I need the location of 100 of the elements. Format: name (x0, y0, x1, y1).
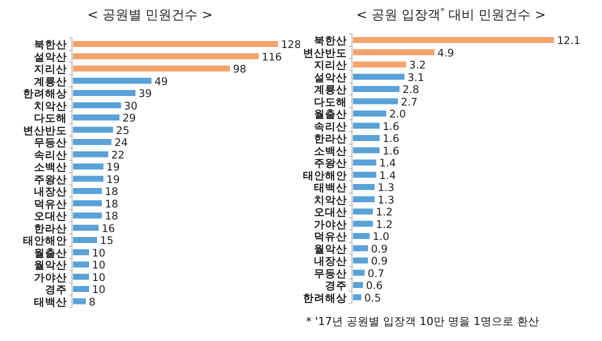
y-tick-label: 경주 (325, 280, 347, 292)
bar (73, 114, 120, 120)
y-tick-label: 한려해상 (23, 88, 67, 100)
data-label: 19 (106, 162, 120, 174)
bar (73, 200, 102, 206)
y-tick-label: 속리산 (34, 149, 67, 162)
data-label: 29 (122, 112, 136, 124)
chart-title: < 공원 입장객$^{*}$ 대비 민원건수 > (355, 6, 547, 24)
y-tick-label: 계룡산 (314, 84, 347, 96)
bar (73, 212, 102, 218)
bar (353, 160, 376, 166)
bar (353, 172, 376, 178)
y-tick-label: 지리산 (33, 64, 67, 76)
y-tick-label: 태백산 (314, 182, 347, 194)
y-tick-label: 덕유산 (314, 231, 347, 243)
bar (353, 270, 365, 276)
data-label: 2.0 (389, 108, 406, 120)
y-tick-label: 다도해 (314, 96, 347, 108)
data-label: 18 (104, 210, 118, 222)
bar (73, 102, 122, 108)
bar (73, 237, 98, 243)
text: * '17년 공원별 입장객 10만 명을 1명으로 환산 (306, 314, 539, 329)
data-label: 98 (232, 64, 246, 76)
y-tick-label: 북한산 (34, 39, 67, 51)
data-label: 18 (104, 198, 118, 210)
y-tick-label: 변산반도 (303, 47, 347, 60)
y-tick-label: 월출산 (34, 247, 67, 260)
data-label: 3.1 (407, 72, 424, 84)
bar (353, 147, 380, 154)
data-label: 116 (262, 51, 282, 64)
data-label: 22 (111, 149, 125, 162)
bar (353, 49, 434, 56)
y-tick-label: 설악산 (313, 72, 347, 84)
y-tick-label: 북한산 (314, 35, 347, 47)
data-label: 1.6 (382, 133, 400, 145)
data-label: 0.7 (368, 268, 384, 280)
data-label: 8 (88, 296, 96, 308)
data-label: 24 (114, 137, 128, 149)
bar (353, 220, 373, 227)
bar (73, 188, 102, 194)
data-label: 10 (92, 284, 106, 296)
data-label: 15 (100, 235, 114, 247)
bar (353, 233, 370, 239)
y-tick-label: 내장산 (314, 256, 347, 268)
data-label: 39 (138, 88, 152, 100)
y-tick-label: 다도해 (34, 112, 67, 124)
y-tick-label: 월악산 (314, 243, 347, 256)
data-label: 1.3 (378, 194, 394, 206)
y-tick-label: 변산반도 (23, 124, 67, 137)
y-tick-label: 월악산 (34, 260, 67, 272)
y-tick-label: 무등산 (34, 137, 67, 149)
data-label: 1.2 (376, 206, 393, 218)
bar (353, 110, 386, 116)
bar (353, 37, 554, 43)
bar (353, 62, 406, 68)
bar (353, 135, 380, 141)
data-label: 1.4 (379, 158, 396, 170)
y-tick-label: 소백산 (34, 162, 67, 174)
y-tick-label: 소백산 (314, 145, 347, 158)
bar (353, 86, 400, 92)
y-tick-label: 내장산 (34, 186, 67, 198)
y-tick-label: 무등산 (314, 268, 347, 280)
data-label: 128 (281, 39, 302, 51)
bar (353, 294, 362, 300)
y-tick-label: 오대산 (34, 210, 67, 222)
bar (353, 245, 368, 252)
y-tick-label: 태백산 (34, 296, 67, 308)
bar (73, 66, 230, 72)
data-label: 10 (92, 272, 106, 284)
data-label: 1.2 (376, 218, 393, 231)
y-tick-label: 주왕산 (314, 158, 347, 170)
bar (73, 53, 259, 60)
y-tick-label: 가야산 (314, 218, 347, 231)
bar (73, 176, 104, 182)
data-label: 4.9 (437, 47, 454, 60)
y-tick-label: 덕유산 (34, 198, 67, 210)
data-label: 1.0 (372, 231, 390, 243)
data-label: 18 (104, 186, 118, 198)
y-tick-label: 가야산 (34, 272, 67, 284)
bar (353, 196, 375, 202)
data-label: 19 (106, 174, 120, 186)
data-label: 1.6 (382, 145, 400, 158)
y-tick-label: 치악산 (314, 194, 347, 206)
data-label: 1.4 (379, 170, 396, 182)
y-tick-label: 태안해안 (23, 235, 67, 247)
bar (73, 224, 99, 231)
data-label: 1.3 (378, 182, 394, 194)
bar (353, 98, 398, 104)
data-label: 25 (116, 124, 130, 137)
y-tick-label: 속리산 (314, 120, 347, 133)
bar (73, 249, 90, 256)
y-tick-label: 계룡산 (34, 76, 67, 88)
data-label: 10 (92, 260, 106, 272)
bar (353, 74, 404, 80)
y-tick-label: 태안해안 (303, 170, 347, 182)
data-label: 0.6 (366, 280, 383, 292)
bar (353, 208, 373, 214)
bar (73, 90, 136, 96)
bar (73, 298, 86, 304)
bar (73, 164, 104, 170)
